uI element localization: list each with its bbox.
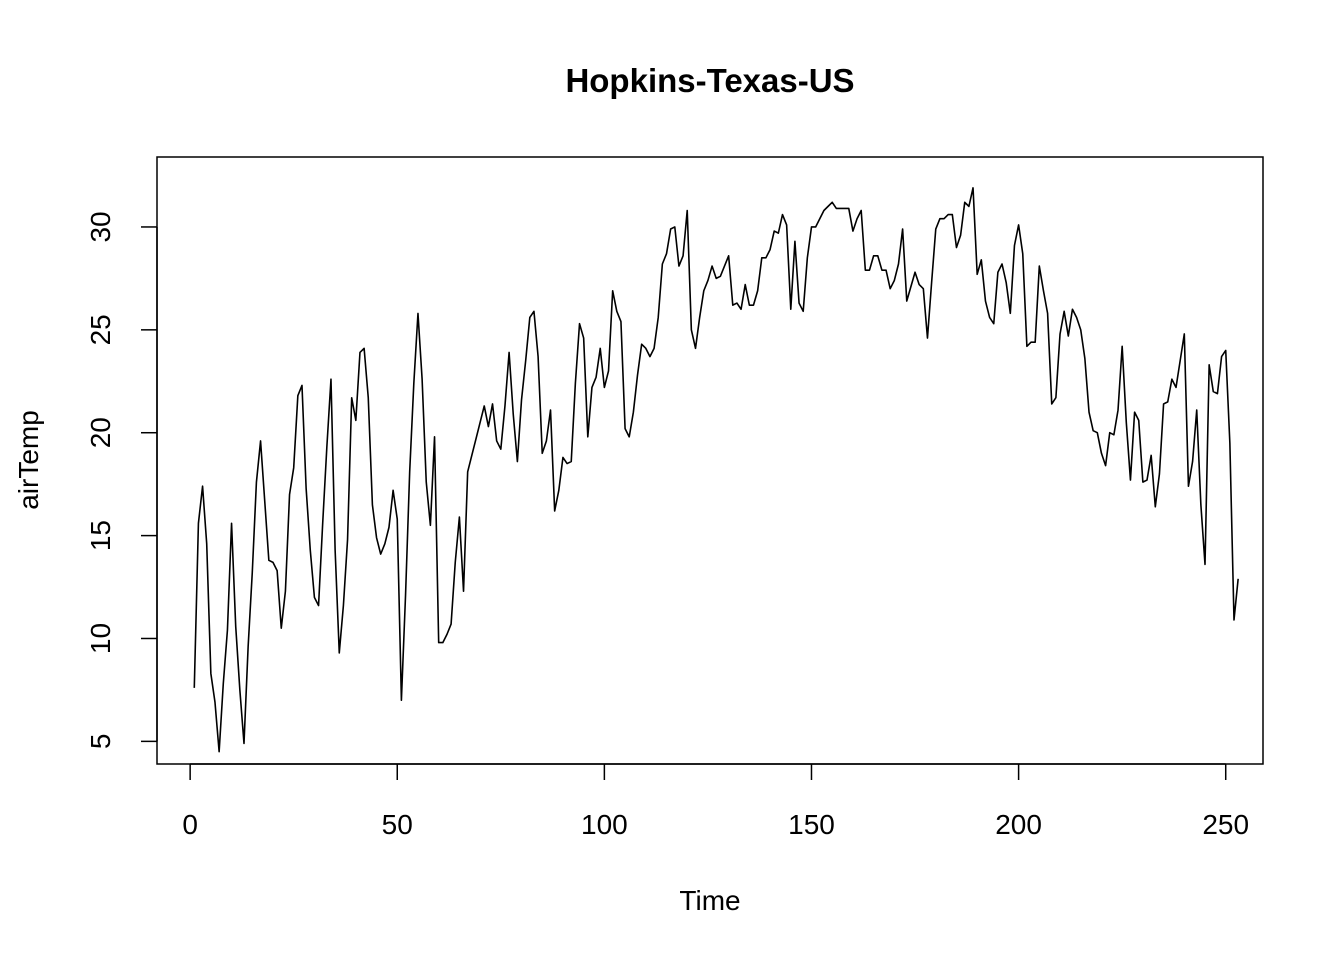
y-axis-label: airTemp <box>13 410 44 510</box>
series-line-airtemp <box>193 187 1239 753</box>
x-tick-label: 0 <box>182 809 198 840</box>
y-tick-label: 10 <box>85 623 116 654</box>
x-axis-label: Time <box>679 885 740 916</box>
x-tick-label: 100 <box>581 809 628 840</box>
plot-frame <box>156 156 1264 765</box>
y-axis: 5 10 15 20 25 30 <box>85 211 158 750</box>
y-tick-label: 5 <box>85 734 116 750</box>
y-tick-label: 25 <box>85 314 116 345</box>
x-axis: 0 50 100 150 200 250 <box>182 763 1249 840</box>
x-tick-label: 200 <box>995 809 1042 840</box>
y-tick-label: 20 <box>85 417 116 448</box>
chart-title: Hopkins-Texas-US <box>565 62 854 99</box>
y-tick-label: 30 <box>85 211 116 242</box>
x-tick-label: 150 <box>788 809 835 840</box>
y-tick-label: 15 <box>85 520 116 551</box>
x-tick-label: 50 <box>382 809 413 840</box>
x-tick-label: 250 <box>1202 809 1249 840</box>
